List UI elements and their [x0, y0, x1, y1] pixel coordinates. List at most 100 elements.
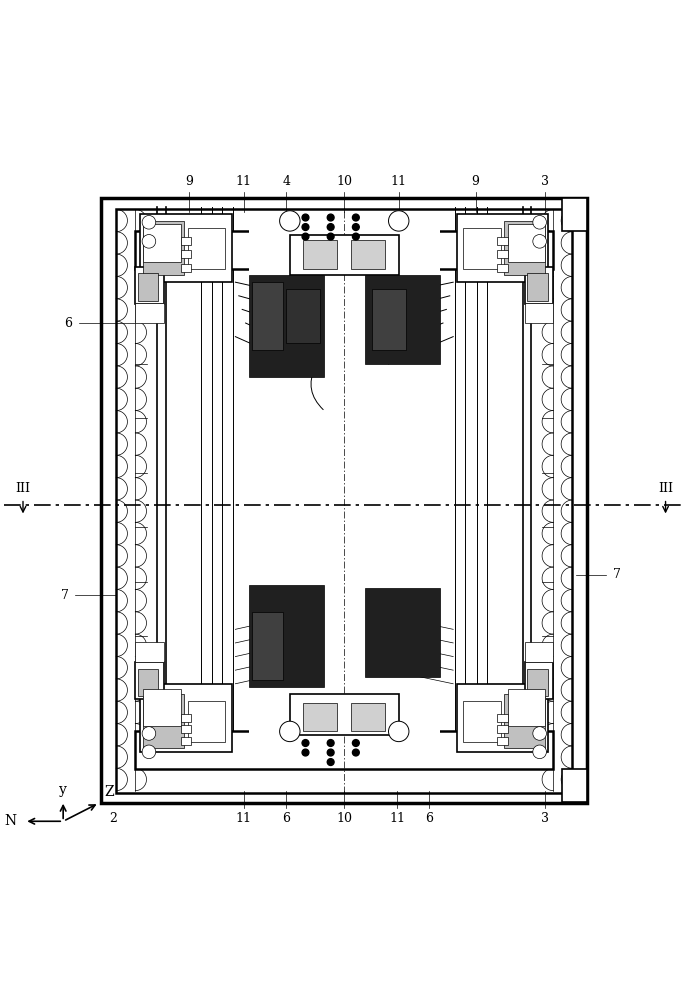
Bar: [181, 725, 191, 733]
Text: 11: 11: [390, 812, 405, 825]
Circle shape: [533, 745, 547, 759]
Bar: [303, 703, 338, 731]
Text: 11: 11: [235, 812, 252, 825]
Bar: [497, 237, 508, 245]
Circle shape: [327, 224, 334, 230]
Circle shape: [327, 740, 334, 746]
Bar: [252, 282, 283, 350]
Bar: [181, 737, 191, 745]
Bar: [138, 273, 158, 301]
Circle shape: [353, 740, 359, 746]
Bar: [181, 264, 191, 272]
Bar: [528, 669, 548, 696]
Bar: [457, 214, 549, 282]
Bar: [497, 250, 508, 258]
Bar: [252, 612, 283, 680]
Bar: [143, 221, 185, 275]
Bar: [102, 198, 587, 803]
Bar: [249, 275, 324, 377]
Bar: [143, 689, 181, 726]
Text: 10: 10: [336, 812, 353, 825]
Bar: [249, 214, 440, 480]
Text: 9: 9: [472, 175, 480, 188]
Circle shape: [302, 214, 309, 221]
Bar: [135, 267, 164, 304]
Circle shape: [302, 749, 309, 756]
Circle shape: [142, 235, 156, 248]
Text: 6: 6: [283, 812, 290, 825]
Circle shape: [353, 749, 359, 756]
Bar: [464, 701, 501, 742]
Bar: [135, 231, 553, 269]
Text: 2: 2: [109, 812, 117, 825]
Bar: [464, 228, 501, 269]
Bar: [249, 500, 440, 765]
Bar: [351, 703, 385, 731]
Text: 3: 3: [541, 812, 549, 825]
Bar: [497, 714, 508, 722]
Bar: [143, 224, 181, 262]
Bar: [365, 588, 440, 677]
Bar: [287, 289, 320, 343]
Text: y: y: [59, 783, 67, 797]
Circle shape: [280, 211, 300, 231]
Circle shape: [327, 749, 334, 756]
Circle shape: [142, 215, 156, 229]
Bar: [249, 585, 324, 687]
Text: 8: 8: [333, 413, 342, 427]
Bar: [181, 250, 191, 258]
Text: III: III: [16, 482, 30, 495]
Bar: [188, 701, 225, 742]
Circle shape: [327, 214, 334, 221]
Circle shape: [533, 235, 547, 248]
Circle shape: [302, 233, 309, 240]
Bar: [351, 240, 385, 269]
Circle shape: [353, 214, 359, 221]
Bar: [525, 642, 553, 662]
Bar: [135, 662, 164, 699]
Circle shape: [280, 721, 300, 742]
Bar: [135, 731, 553, 769]
Bar: [372, 289, 405, 350]
Bar: [289, 694, 399, 735]
Bar: [528, 273, 548, 301]
Bar: [497, 264, 508, 272]
Bar: [138, 669, 158, 696]
Text: 10: 10: [336, 175, 353, 188]
Text: 7: 7: [61, 589, 69, 602]
Text: 3: 3: [541, 175, 549, 188]
Bar: [289, 235, 399, 275]
Text: E: E: [365, 519, 374, 532]
Bar: [497, 725, 508, 733]
Text: N: N: [4, 814, 16, 828]
Bar: [457, 684, 549, 752]
Circle shape: [533, 215, 547, 229]
Circle shape: [388, 721, 409, 742]
Circle shape: [142, 727, 156, 740]
Circle shape: [327, 759, 334, 765]
Bar: [116, 209, 572, 793]
Bar: [504, 694, 545, 748]
Text: Z: Z: [104, 785, 114, 799]
Bar: [140, 214, 232, 282]
Circle shape: [327, 233, 334, 240]
Bar: [508, 689, 545, 726]
Circle shape: [302, 740, 309, 746]
Bar: [562, 198, 587, 231]
Bar: [525, 662, 553, 699]
Bar: [508, 224, 545, 262]
Text: 7: 7: [613, 568, 620, 581]
Bar: [525, 267, 553, 304]
Bar: [365, 275, 440, 364]
Bar: [525, 303, 553, 323]
Text: 9: 9: [185, 175, 193, 188]
Bar: [143, 694, 185, 748]
Bar: [181, 237, 191, 245]
Circle shape: [302, 224, 309, 230]
Bar: [562, 769, 587, 802]
Circle shape: [533, 727, 547, 740]
Circle shape: [142, 745, 156, 759]
Bar: [504, 221, 545, 275]
Circle shape: [353, 224, 359, 230]
Circle shape: [388, 211, 409, 231]
